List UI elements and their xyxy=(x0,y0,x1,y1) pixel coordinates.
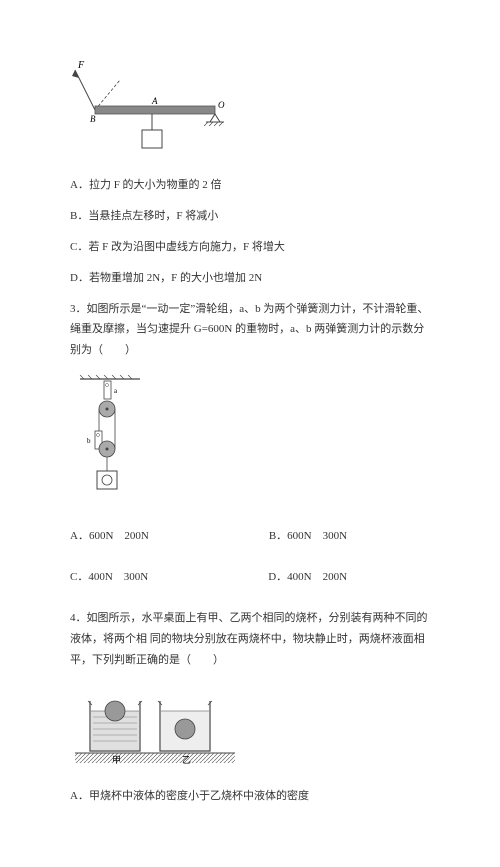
q3-opt-c: C．400N 300N xyxy=(70,567,148,588)
q2-lever-diagram: F B A O xyxy=(70,60,430,160)
svg-text:A: A xyxy=(151,96,158,106)
q2-opt-c: C．若 F 改为沿图中虚线方向施力，F 将增大 xyxy=(70,237,430,258)
q4-stem: 4．如图所示，水平桌面上有甲、乙两个相同的烧杯，分别装有两种不同的液体，将两个相… xyxy=(70,608,430,671)
svg-text:b: b xyxy=(87,437,91,445)
q3-opt-b: B．600N 300N xyxy=(269,526,347,547)
svg-text:B: B xyxy=(90,114,96,124)
q2-opt-d: D．若物重增加 2N，F 的大小也增加 2N xyxy=(70,268,430,289)
svg-text:甲: 甲 xyxy=(112,755,121,765)
svg-text:乙: 乙 xyxy=(182,755,191,765)
svg-text:a: a xyxy=(114,387,118,395)
q4-beaker-diagram: 甲 乙 xyxy=(70,681,430,771)
q4-opt-a: A．甲烧杯中液体的密度小于乙烧杯中液体的密度 xyxy=(70,786,430,807)
q2-opt-a: A．拉力 F 的大小为物重的 2 倍 xyxy=(70,175,430,196)
svg-text:F: F xyxy=(77,60,85,71)
q3-opt-d: D．400N 200N xyxy=(268,567,347,588)
q3-stem: 3．如图所示是“一动一定”滑轮组，a、b 为两个弹簧测力计，不计滑轮重、绳重及摩… xyxy=(70,299,430,362)
q3-opt-a: A．600N 200N xyxy=(70,526,149,547)
svg-text:O: O xyxy=(218,100,225,110)
q2-opt-b: B．当悬挂点左移时，F 将减小 xyxy=(70,206,430,227)
q3-pulley-diagram: a b xyxy=(70,371,430,501)
